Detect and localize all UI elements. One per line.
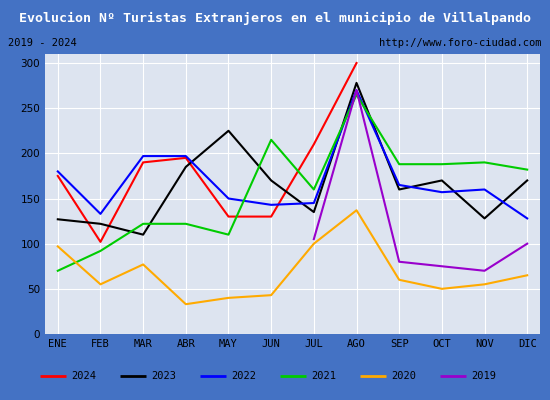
Text: 2020: 2020 bbox=[391, 371, 416, 381]
Text: 2023: 2023 bbox=[151, 371, 176, 381]
Text: Evolucion Nº Turistas Extranjeros en el municipio de Villalpando: Evolucion Nº Turistas Extranjeros en el … bbox=[19, 12, 531, 24]
Text: 2024: 2024 bbox=[71, 371, 96, 381]
Text: 2022: 2022 bbox=[231, 371, 256, 381]
Text: 2019: 2019 bbox=[471, 371, 496, 381]
Text: 2021: 2021 bbox=[311, 371, 336, 381]
Text: http://www.foro-ciudad.com: http://www.foro-ciudad.com bbox=[379, 38, 542, 48]
Text: 2019 - 2024: 2019 - 2024 bbox=[8, 38, 77, 48]
